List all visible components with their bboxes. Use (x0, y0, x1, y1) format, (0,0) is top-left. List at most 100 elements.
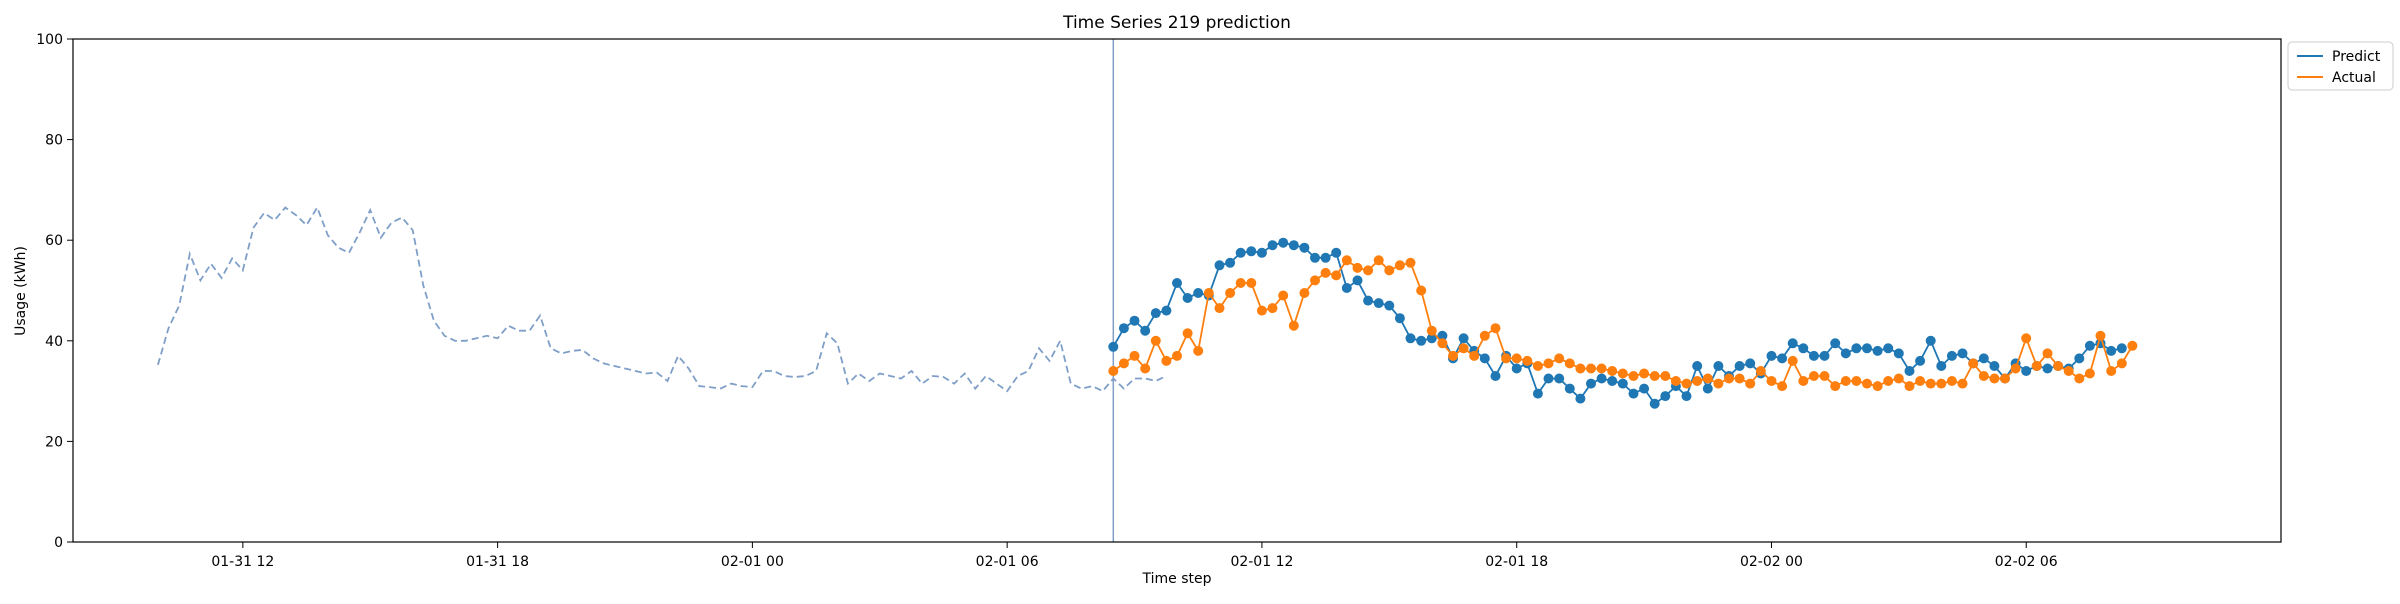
x-axis-label: Time step (1142, 571, 1212, 587)
actual-point (2053, 361, 2064, 371)
actual-point (1278, 290, 1289, 301)
predict-point (1819, 350, 1830, 361)
actual-point (1479, 330, 1490, 341)
legend: Predict Actual (2287, 41, 2394, 91)
predict-point (1989, 361, 2000, 371)
actual-point (1363, 265, 1374, 276)
actual-point (1639, 368, 1650, 379)
actual-point (1766, 376, 1777, 386)
actual-point (1946, 376, 1957, 386)
predict-point (1777, 353, 1788, 364)
actual-point (1469, 350, 1480, 361)
actual-point (1607, 366, 1618, 376)
actual-point (1883, 376, 1894, 386)
actual-point (1416, 285, 1427, 296)
predict-point (1182, 293, 1193, 303)
actual-point (1724, 373, 1734, 384)
predict-point (1437, 330, 1448, 341)
actual-point (1745, 378, 1756, 389)
predict-point (2021, 366, 2032, 376)
actual-point (2127, 340, 2138, 351)
predict-point (1745, 358, 1756, 369)
predict-point (1352, 275, 1363, 286)
actual-point (1331, 270, 1342, 281)
predict-point (1872, 345, 1883, 356)
predict-point (1808, 350, 1819, 361)
actual-point (1448, 350, 1458, 361)
actual-point (1617, 368, 1628, 379)
actual-point (1225, 288, 1236, 298)
predict-point (1978, 353, 1989, 364)
predict-point (1394, 313, 1405, 324)
predict-point (1405, 333, 1416, 344)
actual-point (1373, 255, 1384, 266)
actual-point (1798, 376, 1809, 386)
predict-point (1639, 383, 1650, 394)
predict-point (1225, 257, 1236, 268)
predict-point (1893, 348, 1904, 359)
predict-point (1278, 237, 1289, 248)
predict-point (1660, 391, 1671, 402)
predict-point (1766, 350, 1777, 361)
predict-point (2084, 340, 2095, 351)
actual-point (1501, 353, 1512, 364)
predict-point (1118, 323, 1129, 334)
predict-point (1596, 373, 1607, 384)
actual-point (1777, 381, 1788, 392)
plot-marks (157, 39, 2138, 542)
actual-point (1511, 353, 1522, 364)
actual-point (1172, 350, 1182, 361)
actual-point (1267, 303, 1278, 314)
actual-point (1978, 371, 1989, 381)
actual-point (1586, 363, 1596, 374)
axis-ticks: 01-31 12 01-31 18 02-01 00 02-01 06 02-01 12… (36, 32, 2058, 570)
predict-point (2106, 345, 2117, 356)
actual-point (2021, 333, 2032, 344)
predict-point (1936, 361, 1947, 371)
actual-point (2031, 361, 2042, 371)
predict-point (1150, 308, 1161, 319)
actual-point (1681, 378, 1692, 389)
predict-point (1915, 355, 1926, 366)
actual-point (1522, 355, 1533, 366)
predict-point (1129, 315, 1140, 326)
predict-point (1946, 350, 1957, 361)
predict-point (1543, 373, 1554, 384)
predict-point (1883, 343, 1894, 354)
x-tick-label: 01-31 12 (211, 554, 274, 570)
predict-point (1734, 361, 1745, 371)
actual-point (1150, 335, 1161, 346)
actual-point (1692, 376, 1703, 386)
actual-point (1299, 288, 1310, 298)
actual-point (1193, 345, 1204, 356)
legend-actual-label: Actual (2332, 70, 2376, 86)
actual-point (1968, 358, 1979, 369)
actual-point (1851, 376, 1862, 386)
actual-point (2074, 373, 2085, 384)
actual-point (1384, 265, 1395, 276)
actual-point (1118, 358, 1129, 369)
predict-point (1310, 252, 1320, 263)
predict-point (1479, 353, 1490, 364)
predict-point (1108, 341, 1119, 352)
predict-point (1267, 240, 1278, 251)
predict-point (1702, 383, 1713, 394)
actual-point (1702, 373, 1713, 384)
actual-point (1808, 371, 1819, 381)
actual-point (1490, 323, 1501, 334)
y-tick-label: 0 (54, 535, 63, 551)
actual-point (1872, 381, 1883, 392)
predict-point (1840, 348, 1851, 359)
actual-point (1904, 381, 1915, 392)
actual-point (1915, 376, 1926, 386)
actual-point (1161, 355, 1172, 366)
predict-point (2116, 343, 2127, 354)
actual-point (1787, 355, 1798, 366)
x-tick-label: 02-02 00 (1740, 554, 1803, 570)
predict-point (1925, 335, 1936, 346)
history-series-line (157, 205, 1167, 393)
y-tick-label: 80 (45, 133, 63, 149)
predict-point (1426, 333, 1437, 344)
plot-frame (72, 38, 2282, 543)
